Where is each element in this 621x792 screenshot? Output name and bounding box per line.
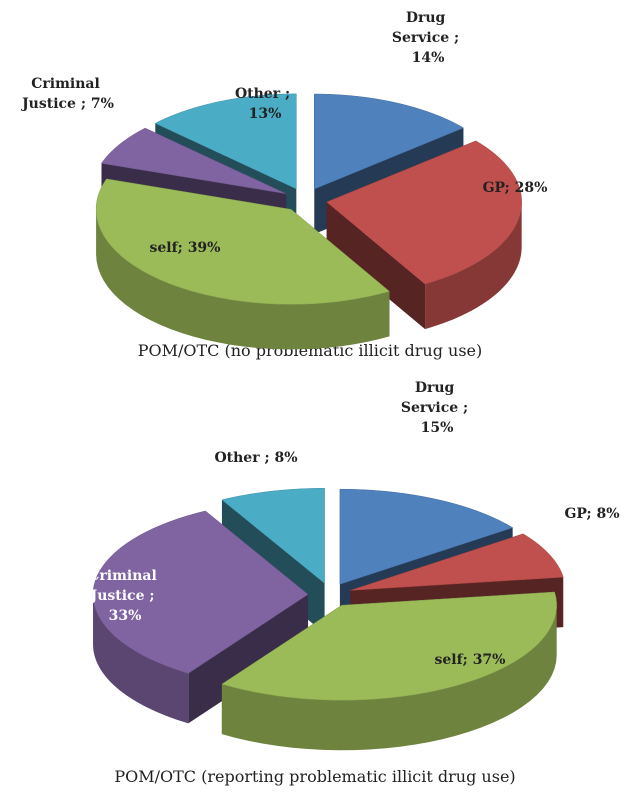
label-line: Service ; <box>392 30 464 46</box>
slice-side <box>425 202 522 330</box>
slice <box>326 140 522 285</box>
slice-side <box>96 209 390 350</box>
label-line: Drug <box>415 380 459 396</box>
data-label: Drug Service ; 15% <box>401 380 473 436</box>
label-line: 14% <box>412 50 445 66</box>
label-line: self; 39% <box>150 240 221 256</box>
slice-side <box>221 605 557 751</box>
label-line: Drug <box>406 10 450 26</box>
slice <box>339 488 514 585</box>
label-line: 15% <box>421 420 454 436</box>
data-label: self; 39% <box>150 240 221 256</box>
slice <box>314 93 465 190</box>
slice-side <box>93 594 189 724</box>
pie <box>92 488 564 751</box>
label-line: self; 37% <box>435 652 506 668</box>
label-line: GP; 28% <box>483 180 548 196</box>
label-line: Criminal <box>31 76 104 92</box>
label-line: GP; 8% <box>564 506 619 522</box>
label-line: Other ; 8% <box>214 450 297 466</box>
label-line: Service ; <box>401 400 473 416</box>
label-line: Justice ; 7% <box>20 96 114 112</box>
slice-side <box>188 594 309 724</box>
data-label: GP; 8% <box>564 506 619 522</box>
chart-title: POM/OTC (no problematic illicit drug use… <box>138 341 483 360</box>
slice <box>101 127 287 194</box>
pie <box>95 93 522 350</box>
data-label: Criminal Justice ; 7% <box>20 76 114 112</box>
slice <box>221 591 557 701</box>
label-line: 13% <box>249 106 282 122</box>
slice-side <box>326 202 426 330</box>
data-label: Other ; 13% <box>235 86 295 122</box>
data-label: Drug Service ; 14% <box>392 10 464 66</box>
label-line: 33% <box>109 608 142 624</box>
slice <box>350 533 564 591</box>
data-label: Other ; 8% <box>214 450 297 466</box>
data-label: GP; 28% <box>483 180 548 196</box>
chart-title: POM/OTC (reporting problematic illicit d… <box>114 767 515 786</box>
label-line: Criminal <box>88 568 161 584</box>
slice <box>95 178 390 305</box>
slice <box>92 510 309 674</box>
slice <box>221 488 325 584</box>
label-line: Justice ; <box>89 588 160 604</box>
data-label: Criminal Justice ; 33% <box>88 568 161 624</box>
label-line: Other ; <box>235 86 295 102</box>
data-label: self; 37% <box>435 652 506 668</box>
slice <box>154 93 297 190</box>
